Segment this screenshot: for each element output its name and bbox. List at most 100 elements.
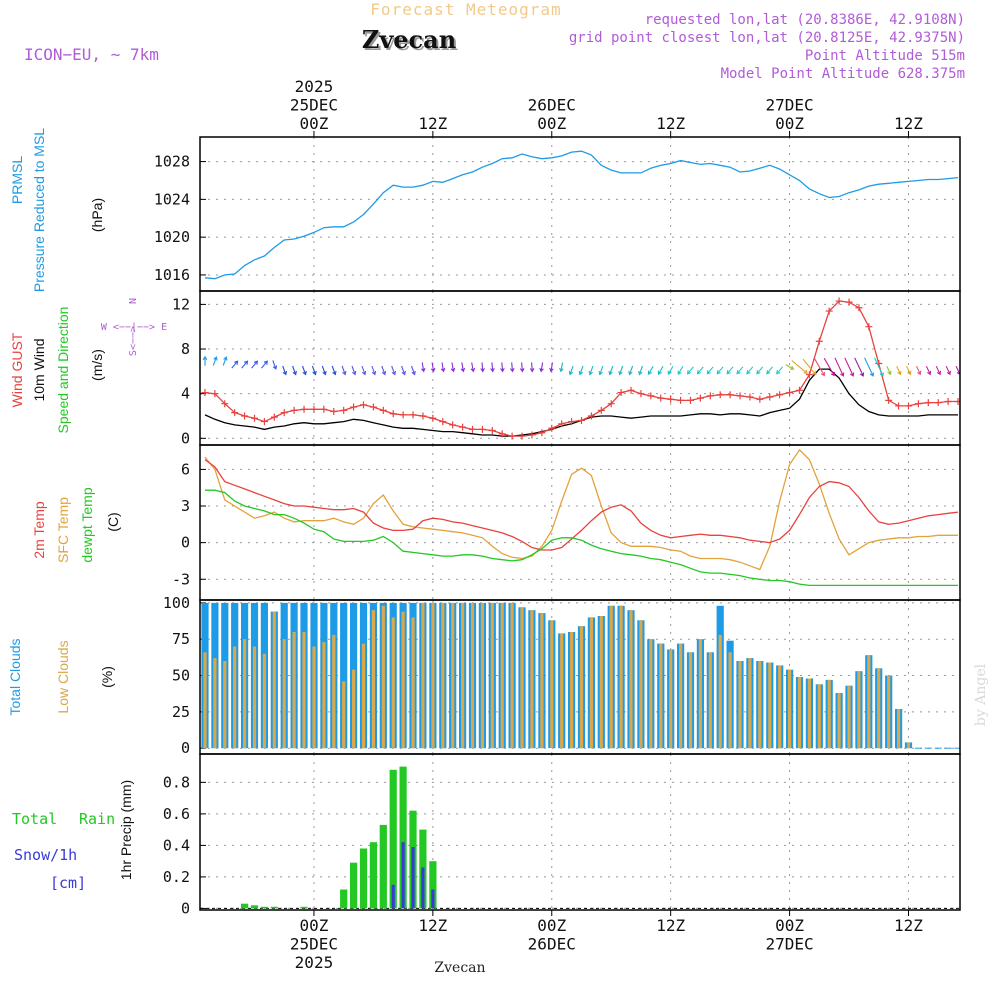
low-cloud-bar (411, 617, 415, 749)
wind-direction-arrow (450, 362, 456, 373)
gust-marker (677, 396, 685, 404)
low-cloud-bar (421, 602, 425, 749)
gust-marker (686, 396, 694, 404)
bottom-time-label: 12Z (656, 916, 685, 935)
wind-direction-arrow (578, 365, 584, 376)
gust-marker (766, 393, 774, 401)
gust-marker (419, 412, 427, 420)
y-tick-label: 0 (181, 429, 190, 447)
low-cloud-bar (659, 643, 663, 749)
wind-direction-arrow (686, 366, 694, 375)
gust-marker (914, 400, 922, 408)
gust-marker (389, 410, 397, 418)
wind-direction-arrow (906, 365, 912, 376)
wind-direction-arrow (667, 366, 674, 375)
gust-marker (300, 405, 308, 413)
gust-marker (924, 399, 932, 407)
station-name-shadow: Zvecan (364, 27, 458, 56)
wind-direction-arrow (647, 366, 654, 375)
gust-marker (429, 414, 437, 422)
low-cloud-bar (748, 658, 752, 749)
low-cloud-bar (312, 646, 316, 749)
low-cloud-bar (797, 677, 802, 749)
chart-body: 1016 1020 1024 1028 0 4 8 12 -3 0 3 6 0 25 50 75 100 0 0.2… (154, 77, 961, 972)
top-time-label: 00Z (299, 114, 328, 133)
gust-marker (795, 386, 803, 394)
requested-location: requested lon,lat (20.8386E, 42.9108N) (645, 12, 965, 28)
top-time-label: 00Z (537, 114, 566, 133)
gust-marker (865, 323, 873, 331)
low-cloud-bar (560, 633, 564, 749)
sfc-temp-label: SFC Temp (55, 497, 71, 563)
gust-marker (756, 395, 764, 403)
wind-direction-arrow (844, 357, 855, 377)
top-time-label: 00Z (775, 114, 804, 133)
y-tick-label: 1016 (154, 266, 190, 284)
low-cloud-bar (223, 661, 227, 749)
rain-bar (389, 769, 397, 909)
wind-direction-arrow (726, 366, 734, 375)
gust-marker (617, 389, 625, 397)
pressure-line (204, 150, 959, 280)
wind-direction-arrow (241, 360, 249, 369)
wind-direction-arrow (440, 362, 446, 373)
bottom-time-label: 25DEC (290, 935, 338, 954)
sfc-temp-line (204, 448, 958, 571)
low-cloud-bar (619, 605, 623, 749)
low-cloud-bar (698, 639, 702, 749)
snow-bar (391, 884, 395, 909)
low-cloud-bar (589, 617, 593, 749)
model-label: ICON−EU, ∼ 7km (24, 45, 159, 64)
wind-direction-arrow (420, 362, 426, 373)
gust-marker (211, 390, 219, 398)
wind-direction-arrow (509, 362, 515, 373)
gust-marker (201, 389, 209, 397)
gust-marker (518, 432, 526, 440)
pressure-labels: PRMSL Pressure Reduced to MSL (hPa) (9, 128, 105, 292)
wind-direction-arrow (231, 360, 239, 369)
low-cloud-bar (352, 669, 356, 749)
y-tick-label: 0 (181, 739, 190, 757)
low-cloud-bar (906, 742, 911, 749)
chart-title: Forecast Meteogram (370, 0, 561, 19)
wind-10m-label: 10m Wind (31, 338, 47, 401)
low-cloud-bar (243, 639, 247, 749)
cloud-bars (201, 602, 960, 749)
rain-bar (399, 766, 407, 909)
wind-direction-arrow (791, 360, 808, 374)
gust-marker (587, 412, 595, 420)
top-time-label: 25DEC (290, 96, 338, 115)
rain-label: Rain (79, 810, 115, 828)
low-cloud-bar (599, 616, 603, 749)
wind-direction-arrow (756, 366, 764, 375)
temperature-series (204, 448, 959, 587)
wind-direction-arrow (588, 365, 594, 376)
low-cloud-bar (758, 661, 762, 749)
low-cloud-bar (788, 669, 792, 749)
low-cloud-bar (718, 634, 722, 749)
low-cloud-bar (679, 643, 683, 749)
gust-marker (320, 405, 328, 413)
gust-marker (786, 389, 794, 397)
gust-marker (577, 416, 585, 424)
gust-marker (409, 411, 417, 419)
rain-bar (241, 903, 249, 909)
gust-marker (647, 392, 655, 400)
low-cloud-bar (877, 668, 881, 749)
wind-direction-arrow (341, 365, 347, 376)
temp2m-line (204, 459, 959, 551)
gust-marker (627, 386, 635, 394)
gust-marker (508, 432, 516, 440)
low-cloud-bar (827, 679, 831, 749)
wind-direction-arrow (823, 357, 835, 377)
gust-marker (944, 397, 952, 405)
low-cloud-bar (847, 685, 851, 749)
gust-marker (260, 418, 268, 426)
gust-marker (221, 400, 229, 408)
wind-direction-arrow (657, 366, 664, 375)
low-cloud-bar (570, 632, 574, 749)
wind-direction-arrow (490, 362, 495, 373)
rain-bar (369, 842, 377, 909)
low-cloud-bar (649, 639, 653, 749)
wind-direction-arrow (896, 365, 902, 376)
